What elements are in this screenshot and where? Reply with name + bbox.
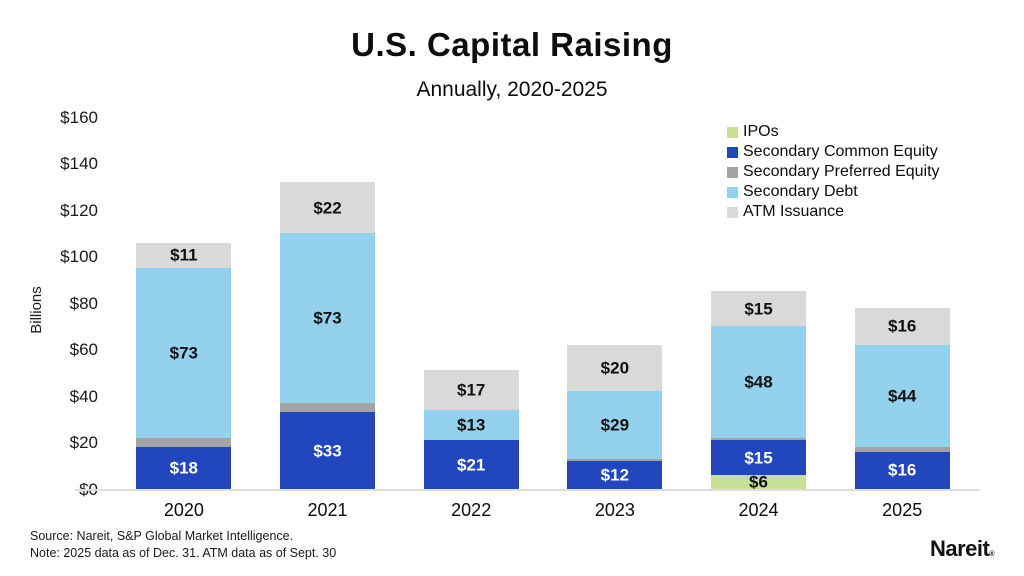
x-tick-label: 2020 bbox=[163, 500, 204, 520]
bar-segment: $20 bbox=[567, 344, 663, 392]
y-tick-label: $20 bbox=[69, 433, 98, 452]
bar-segment: $12 bbox=[567, 461, 663, 489]
y-axis: $0 $20 $40 $60 $80 $100 $120 $140 $160 bbox=[38, 108, 98, 499]
segment-value-label: $44 bbox=[888, 386, 917, 406]
source-note: Source: Nareit, S&P Global Market Intell… bbox=[30, 528, 336, 562]
y-tick-label: $80 bbox=[69, 293, 98, 313]
bar-segment: $17 bbox=[423, 370, 519, 410]
bar-segment: $16 bbox=[854, 451, 950, 489]
stacked-bar: $16 $44 $16 bbox=[854, 307, 950, 489]
bar-segment: $33 bbox=[280, 412, 375, 489]
registered-mark-icon: ® bbox=[989, 551, 994, 558]
legend-label: IPOs bbox=[743, 123, 779, 140]
x-tick-label: 2025 bbox=[882, 500, 923, 520]
x-tick-label: 2022 bbox=[451, 500, 492, 520]
bar-segment: $22 bbox=[280, 182, 375, 234]
y-tick-label: $120 bbox=[60, 200, 98, 220]
nareit-logo-text: Nareit bbox=[929, 536, 990, 561]
bar-segment: $21 bbox=[423, 440, 519, 489]
legend-item: IPOs bbox=[727, 122, 940, 142]
bar-segment bbox=[711, 437, 807, 441]
stacked-bar: $11 $73 $18 bbox=[136, 242, 232, 489]
chart-title: U.S. Capital Raising bbox=[351, 26, 673, 63]
bar-segment: $6 bbox=[711, 472, 807, 492]
segment-value-label: $73 bbox=[313, 308, 342, 328]
segment-value-label: $15 bbox=[744, 299, 773, 319]
legend-swatch-icon bbox=[727, 126, 738, 138]
y-tick-label: $100 bbox=[60, 247, 98, 266]
bar-segment: $44 bbox=[854, 344, 950, 448]
stacked-bar: $20 $29 $12 bbox=[567, 344, 663, 489]
x-tick-label: 2023 bbox=[594, 500, 635, 520]
segment-value-label: $12 bbox=[600, 465, 630, 485]
bar-segment bbox=[854, 447, 950, 452]
y-tick-label: $40 bbox=[69, 386, 98, 406]
bar-column: $16 $44 $16 bbox=[830, 117, 974, 489]
segment-value-label: $6 bbox=[749, 472, 768, 492]
bar-column: $22 $73 $33 bbox=[256, 117, 400, 489]
segment-value-label: $22 bbox=[313, 198, 342, 218]
legend-item: ATM Issuance bbox=[727, 202, 940, 222]
bar-column: $17 $13 $21 bbox=[399, 117, 543, 489]
x-tick-label: 2021 bbox=[307, 500, 348, 520]
bar-column: $20 $29 $12 bbox=[543, 117, 687, 489]
bar-column: $11 $73 $18 bbox=[112, 117, 256, 489]
segment-value-label: $29 bbox=[600, 415, 630, 435]
segment-value-label: $11 bbox=[170, 245, 198, 265]
bar-segment: $73 bbox=[280, 233, 375, 403]
bar-segment bbox=[136, 437, 232, 448]
segment-value-label: $21 bbox=[456, 455, 486, 475]
legend: IPOs Secondary Common Equity Secondary Pre… bbox=[727, 122, 940, 222]
legend-item: Secondary Preferred Equity bbox=[727, 162, 940, 182]
plot-area: $11 $73 $18 $22 $73 $33 $17 $13 $21 $20 $29 $12 $15 $… bbox=[112, 117, 974, 492]
y-tick-label: $60 bbox=[69, 340, 98, 359]
legend-label: Secondary Preferred Equity bbox=[743, 163, 940, 180]
stacked-bar: $17 $13 $21 bbox=[423, 370, 519, 489]
legend-swatch-icon bbox=[727, 146, 738, 158]
segment-value-label: $16 bbox=[888, 316, 917, 336]
legend-label: Secondary Common Equity bbox=[743, 143, 938, 160]
segment-value-label: $73 bbox=[169, 343, 199, 363]
bar-segment: $29 bbox=[567, 391, 663, 459]
bar-segment: $15 bbox=[711, 291, 807, 327]
bar-segment: $73 bbox=[136, 268, 232, 438]
legend-item: Secondary Common Equity bbox=[727, 142, 940, 162]
nareit-logo: Nareit® bbox=[930, 536, 994, 562]
segment-value-label: $16 bbox=[888, 460, 917, 480]
segment-value-label: $48 bbox=[744, 372, 773, 392]
y-tick-label: $140 bbox=[60, 154, 98, 173]
x-axis: 2020 2021 2022 2023 2024 2025 bbox=[112, 500, 974, 521]
source-note-line2: Note: 2025 data as of Dec. 31. ATM data … bbox=[30, 546, 337, 560]
segment-value-label: $15 bbox=[744, 448, 773, 468]
bar-segment: $15 bbox=[711, 440, 807, 476]
bar-segment: $16 bbox=[854, 307, 950, 345]
legend-swatch-icon bbox=[727, 166, 738, 178]
segment-value-label: $18 bbox=[169, 458, 199, 478]
segment-value-label: $17 bbox=[456, 380, 486, 400]
legend-swatch-icon bbox=[727, 186, 738, 198]
legend-swatch-icon bbox=[727, 206, 738, 218]
bar-column: $15 $48 $15 $6 bbox=[687, 117, 831, 492]
legend-label: Secondary Debt bbox=[743, 183, 858, 200]
stacked-bar: $15 $48 $15 $6 bbox=[711, 291, 807, 492]
bar-segment: $13 bbox=[423, 409, 519, 441]
source-note-line1: Source: Nareit, S&P Global Market Intell… bbox=[30, 529, 294, 543]
segment-value-label: $33 bbox=[313, 441, 342, 461]
bar-segment: $11 bbox=[136, 242, 232, 269]
x-tick-label: 2024 bbox=[738, 500, 779, 520]
x-axis-baseline bbox=[75, 489, 980, 491]
bar-segment bbox=[567, 458, 663, 462]
segment-value-label: $20 bbox=[600, 358, 630, 378]
stacked-bar: $22 $73 $33 bbox=[280, 182, 375, 489]
segment-value-label: $13 bbox=[456, 415, 486, 435]
legend-label: ATM Issuance bbox=[743, 203, 845, 220]
legend-item: Secondary Debt bbox=[727, 182, 940, 202]
bar-segment: $48 bbox=[711, 326, 807, 438]
bar-segment bbox=[280, 402, 375, 413]
y-tick-label: $160 bbox=[60, 107, 98, 127]
bar-segment: $18 bbox=[136, 447, 232, 489]
chart-subtitle: Annually, 2020-2025 bbox=[416, 78, 608, 101]
